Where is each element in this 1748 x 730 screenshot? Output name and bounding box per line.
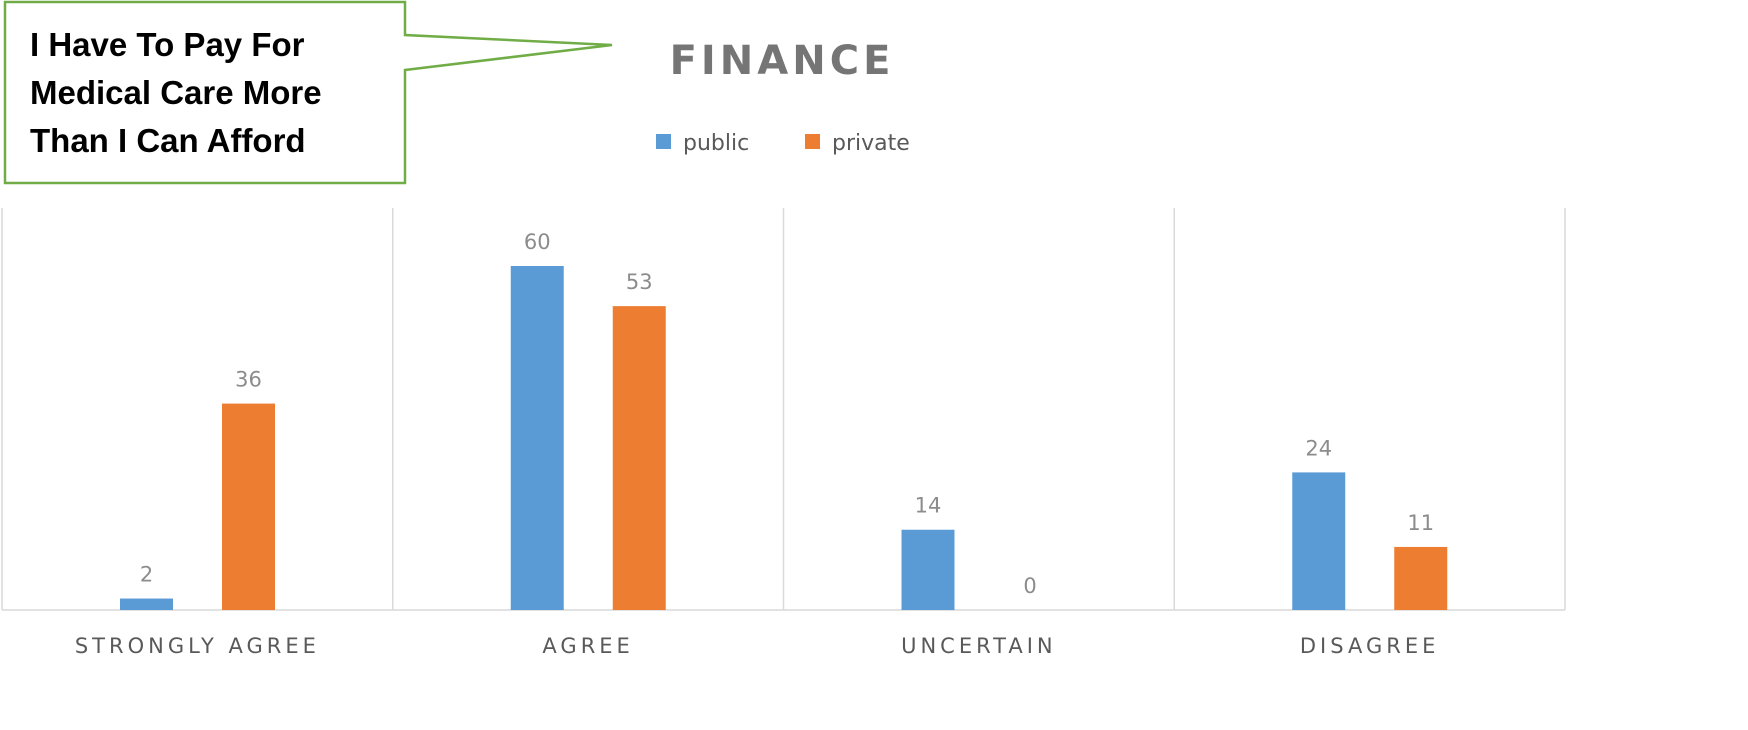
bar-private — [1394, 546, 1448, 610]
chart-title: FINANCE — [670, 38, 895, 84]
data-label-private: 11 — [1407, 511, 1434, 535]
bar-public — [901, 529, 955, 610]
plot-area: 2 36 STRONGLY AGREE 60 53 AGREE 14 0 UNCERTAIN 24… — [1, 208, 1566, 658]
data-label-public: 60 — [524, 230, 551, 254]
bar-public — [120, 598, 173, 610]
bar-private — [612, 306, 666, 610]
legend-label-private: private — [832, 131, 910, 156]
callout-line: Medical Care More — [30, 74, 322, 111]
data-label-private: 53 — [626, 270, 653, 294]
legend-label-public: public — [683, 131, 749, 156]
category-label: DISAGREE — [1300, 634, 1439, 658]
data-label-private: 0 — [1023, 574, 1036, 598]
bar-public — [510, 266, 564, 610]
bar-public — [1292, 472, 1346, 610]
category-label: STRONGLY AGREE — [75, 634, 320, 658]
callout-line: I Have To Pay For — [30, 26, 305, 63]
category-label: UNCERTAIN — [901, 634, 1057, 658]
legend-swatch-private — [805, 134, 820, 149]
data-label-public: 2 — [140, 563, 153, 587]
legend-swatch-public — [656, 134, 671, 149]
data-label-public: 24 — [1305, 436, 1332, 460]
callout-box — [3, 0, 613, 185]
data-label-public: 14 — [915, 494, 942, 518]
callout-line: Than I Can Afford — [30, 122, 306, 159]
callout: I Have To Pay For Medical Care More Than… — [3, 0, 613, 185]
category-label: AGREE — [542, 634, 633, 658]
legend: public private — [656, 131, 910, 156]
data-label-private: 36 — [235, 368, 262, 392]
bar-private — [222, 403, 275, 610]
